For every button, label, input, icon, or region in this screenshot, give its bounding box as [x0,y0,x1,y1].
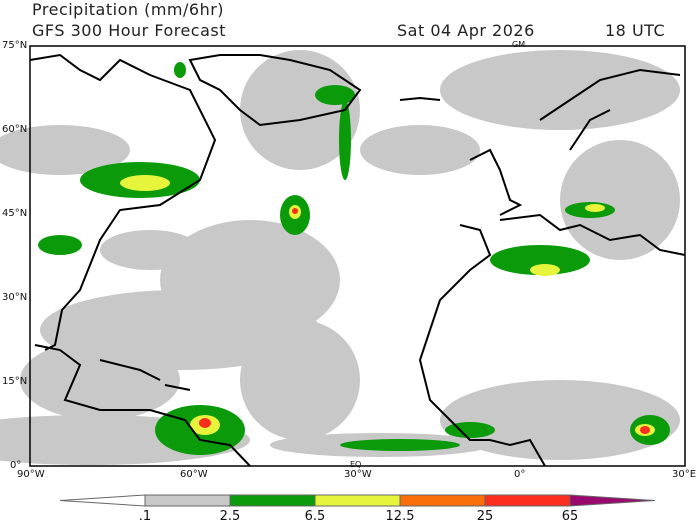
coastline [188,54,362,127]
precip-area-light [240,320,360,440]
precip-area-light [560,140,680,260]
coastline [469,148,523,216]
precip-area-intense [199,418,211,428]
colorbar-segment [144,494,231,507]
coastline [399,96,441,101]
precip-area-intense [292,208,298,214]
colorbar-label: 2.5 [219,509,241,524]
colorbar-label: 25 [476,509,494,524]
valid-date: Sat 04 Apr 2026 [397,21,535,40]
equator-marker: EQ [350,460,362,469]
colorbar-segment [484,494,571,507]
lon-label: 60°W [180,469,208,480]
precip-area-light [0,125,130,175]
lon-label: 30°W [344,469,372,480]
precip-area-moderate [38,235,82,255]
precip-area-intense [640,426,650,434]
lat-label: 75°N [2,40,28,51]
lat-label: 30°N [2,292,28,303]
precip-area-moderate [490,245,590,275]
precip-area-moderate [340,439,460,451]
colorbar-label: .1 [138,509,152,524]
lon-label: 30°E [672,469,697,480]
lon-label: 90°W [17,469,45,480]
coastline [499,213,686,256]
coastline [99,359,191,391]
map-frame [29,45,686,467]
precip-area-light [20,340,180,420]
map-title: Precipitation (mm/6hr) [32,0,225,19]
precip-area-moderate [174,62,186,78]
colorbar-upper-triangle [569,494,656,507]
lon-label: 0° [514,469,526,480]
lat-label: 45°N [2,208,28,219]
greenwich-marker: GM [512,40,526,49]
precip-area-heavy [585,204,605,212]
colorbar-segment [399,494,486,507]
precip-area-light [440,50,680,130]
precip-area-light [240,50,360,170]
lat-label: 15°N [2,376,28,387]
colorbar-lower-triangle [59,494,146,507]
precip-area-light [360,125,480,175]
coastline [34,344,251,467]
lat-label: 0° [10,460,22,471]
precip-area-heavy [120,175,170,191]
colorbar-segment [229,494,316,507]
colorbar-label: 65 [561,509,579,524]
precip-area-moderate [445,422,495,438]
coastline [539,68,681,151]
coastline [418,224,546,467]
colorbar-segment [314,494,401,507]
coastline [29,53,217,351]
colorbar-label: 12.5 [385,509,415,524]
precip-area-light [440,380,680,460]
precip-area-light [100,230,200,270]
colorbar-label: 6.5 [304,509,326,524]
forecast-subtitle: GFS 300 Hour Forecast [32,21,227,40]
precip-area-heavy [530,264,560,276]
lat-label: 60°N [2,124,28,135]
valid-time: 18 UTC [605,21,666,40]
precip-area-moderate [339,100,351,180]
precip-area-moderate [315,85,355,105]
